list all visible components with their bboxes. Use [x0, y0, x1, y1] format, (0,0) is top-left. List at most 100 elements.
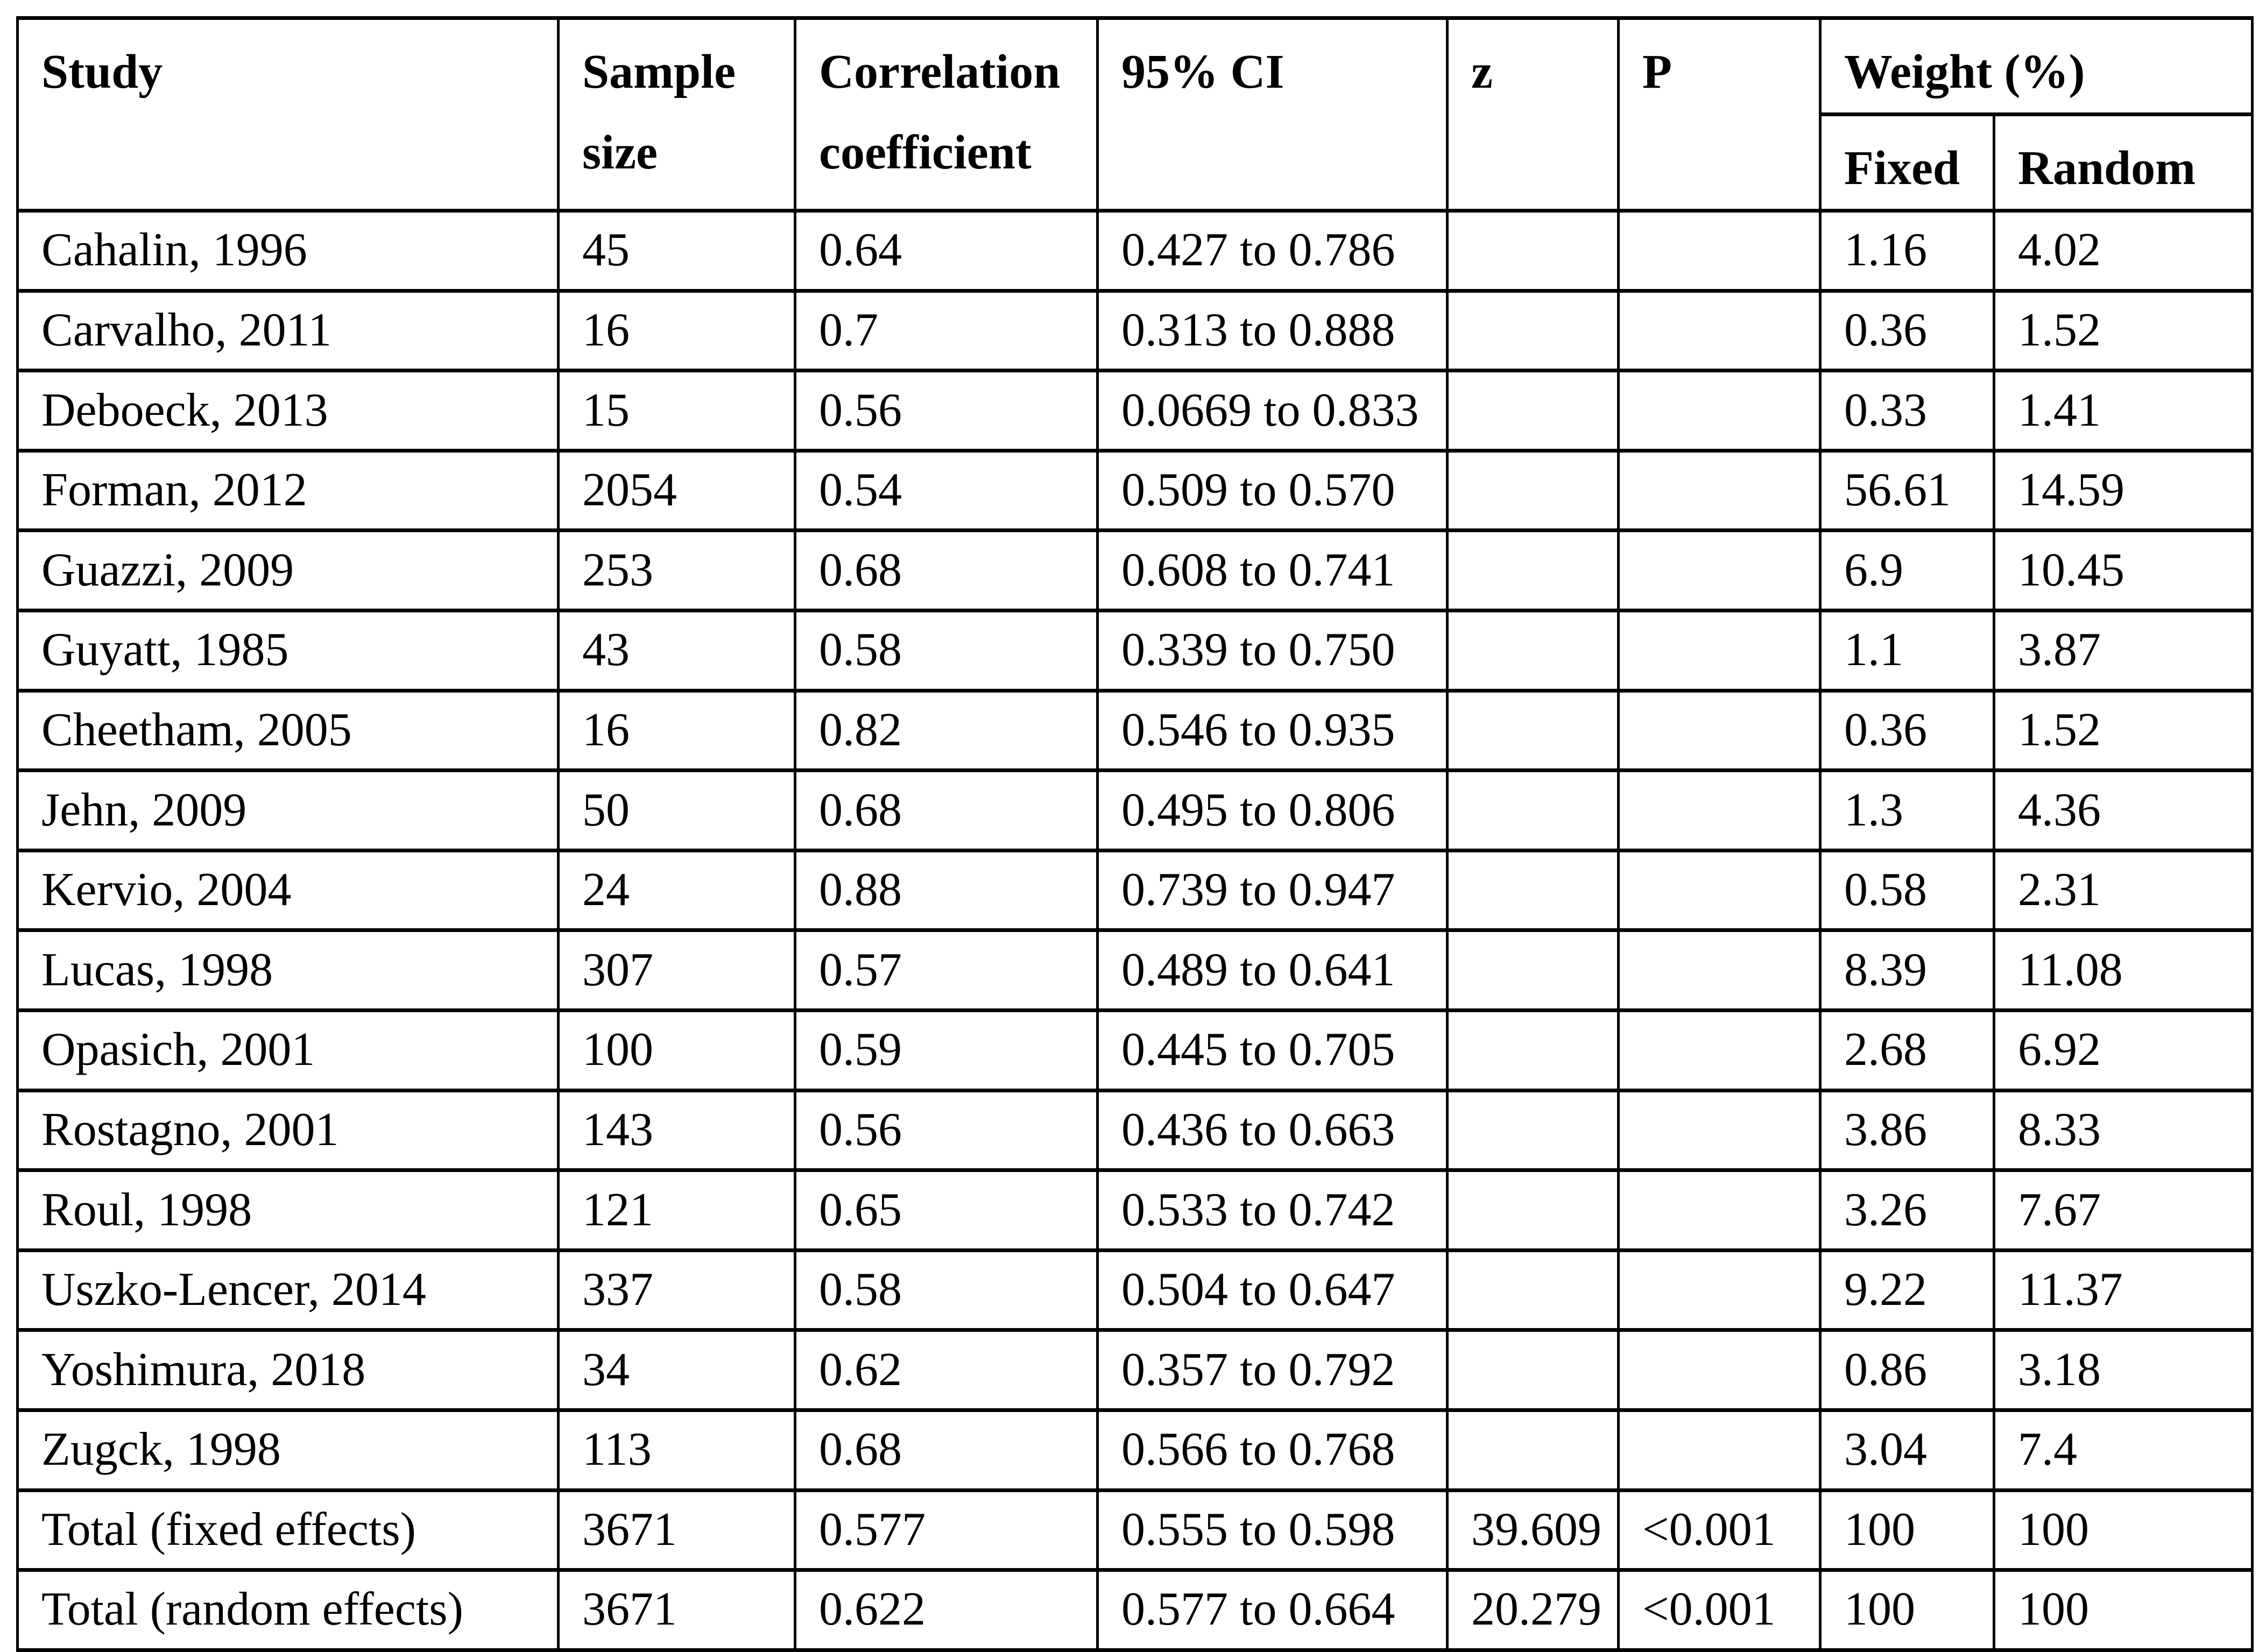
cell-study: Guazzi, 2009 — [16, 528, 560, 612]
cell-ci: 0.739 to 0.947 — [1096, 848, 1449, 933]
cell-correlation-coefficient: 0.68 — [794, 1408, 1099, 1492]
cell-ci: 0.608 to 0.741 — [1096, 528, 1449, 612]
cell-weight-random: 2.31 — [1992, 848, 2254, 933]
cell-ci: 0.436 to 0.663 — [1096, 1088, 1449, 1173]
cell-z — [1446, 369, 1620, 453]
cell-study: Guyatt, 1985 — [16, 608, 560, 693]
cell-z — [1446, 768, 1620, 852]
cell-weight-random: 14.59 — [1992, 448, 2254, 533]
cell-weight-random: 3.87 — [1992, 608, 2254, 693]
cell-ci: 0.357 to 0.792 — [1096, 1328, 1449, 1412]
cell-study: Total (fixed effects) — [16, 1488, 560, 1572]
header-sample-line2: size — [582, 126, 658, 179]
cell-weight-fixed: 100 — [1819, 1488, 1995, 1572]
cell-z: 39.609 — [1446, 1488, 1620, 1572]
cell-weight-fixed: 3.26 — [1819, 1168, 1995, 1252]
table-row: Uszko-Lencer, 2014 337 0.58 0.504 to 0.647 9… — [16, 1248, 2254, 1332]
cell-ci: 0.566 to 0.768 — [1096, 1408, 1449, 1492]
cell-study: Zugck, 1998 — [16, 1408, 560, 1492]
table-row: Yoshimura, 2018 34 0.62 0.357 to 0.792 0.86 3… — [16, 1328, 2254, 1412]
cell-z — [1446, 848, 1620, 933]
header-ci: 95% CI — [1096, 16, 1449, 213]
cell-correlation-coefficient: 0.64 — [794, 209, 1099, 293]
header-row-sub: Fixed Random — [18, 112, 2254, 213]
cell-weight-fixed: 0.36 — [1819, 688, 1995, 773]
header-correlation-line1: Correlation — [819, 45, 1061, 98]
cell-z — [1446, 688, 1620, 773]
header-weight-group: Weight (%) — [1818, 16, 2254, 116]
cell-study: Carvalho, 2011 — [16, 288, 560, 373]
table-row: Carvalho, 2011 16 0.7 0.313 to 0.888 0.36 1.5… — [16, 288, 2254, 373]
table-row: Deboeck, 2013 15 0.56 0.0669 to 0.833 0.33 1.… — [16, 369, 2254, 453]
table-row: Guyatt, 1985 43 0.58 0.339 to 0.750 1.1 3.87 — [16, 608, 2254, 693]
cell-z: 20.279 — [1446, 1568, 1620, 1652]
cell-correlation-coefficient: 0.54 — [794, 448, 1099, 533]
cell-z — [1446, 209, 1620, 293]
cell-z — [1446, 1008, 1620, 1092]
table-row: Lucas, 1998 307 0.57 0.489 to 0.641 8.39 11.0… — [16, 928, 2254, 1012]
cell-p — [1617, 768, 1822, 852]
cell-ci: 0.313 to 0.888 — [1096, 288, 1449, 373]
cell-weight-random: 100 — [1992, 1568, 2254, 1652]
cell-p — [1617, 1168, 1822, 1252]
cell-p — [1617, 848, 1822, 933]
cell-weight-fixed: 0.36 — [1819, 288, 1995, 373]
header-p: P — [1617, 16, 1822, 213]
cell-ci: 0.533 to 0.742 — [1096, 1168, 1449, 1252]
cell-correlation-coefficient: 0.88 — [794, 848, 1099, 933]
header-weight-random-label: Random — [2018, 142, 2196, 195]
cell-ci: 0.0669 to 0.833 — [1096, 369, 1449, 453]
table-row: Opasich, 2001 100 0.59 0.445 to 0.705 2.68 6.… — [16, 1008, 2254, 1092]
header-weight-group-label: Weight (%) — [1844, 45, 2085, 98]
cell-sample-size: 143 — [557, 1088, 796, 1173]
header-row-top: Study Sample size Correlation coefficien… — [16, 16, 2254, 213]
cell-sample-size: 34 — [557, 1328, 796, 1412]
cell-weight-random: 1.41 — [1992, 369, 2254, 453]
cell-p — [1617, 1248, 1822, 1332]
cell-weight-fixed: 1.3 — [1819, 768, 1995, 852]
cell-z — [1446, 1408, 1620, 1492]
cell-p — [1617, 369, 1822, 453]
cell-weight-random: 10.45 — [1992, 528, 2254, 612]
table-row: Forman, 2012 2054 0.54 0.509 to 0.570 56.61 1… — [16, 448, 2254, 533]
cell-z — [1446, 928, 1620, 1012]
cell-sample-size: 100 — [557, 1008, 796, 1092]
header-ci-label: 95% CI — [1121, 45, 1284, 98]
cell-z — [1446, 528, 1620, 612]
cell-ci: 0.577 to 0.664 — [1096, 1568, 1449, 1652]
cell-study: Cahalin, 1996 — [16, 209, 560, 293]
cell-sample-size: 3671 — [557, 1568, 796, 1652]
cell-z — [1446, 1168, 1620, 1252]
cell-weight-fixed: 9.22 — [1819, 1248, 1995, 1332]
cell-weight-random: 7.67 — [1992, 1168, 2254, 1252]
cell-weight-fixed: 1.16 — [1819, 209, 1995, 293]
cell-weight-fixed: 3.86 — [1819, 1088, 1995, 1173]
cell-weight-fixed: 2.68 — [1819, 1008, 1995, 1092]
cell-study: Roul, 1998 — [16, 1168, 560, 1252]
cell-study: Deboeck, 2013 — [16, 369, 560, 453]
cell-study: Total (random effects) — [16, 1568, 560, 1652]
cell-correlation-coefficient: 0.58 — [794, 608, 1099, 693]
cell-sample-size: 113 — [557, 1408, 796, 1492]
cell-correlation-coefficient: 0.82 — [794, 688, 1099, 773]
cell-sample-size: 307 — [557, 928, 796, 1012]
table-row: Cheetham, 2005 16 0.82 0.546 to 0.935 0.36 1.… — [16, 688, 2254, 773]
cell-p: <0.001 — [1617, 1568, 1822, 1652]
table-row: Cahalin, 1996 45 0.64 0.427 to 0.786 1.16 4.0… — [16, 209, 2254, 293]
cell-p — [1617, 688, 1822, 773]
cell-sample-size: 45 — [557, 209, 796, 293]
cell-correlation-coefficient: 0.56 — [794, 1088, 1099, 1173]
cell-ci: 0.489 to 0.641 — [1096, 928, 1449, 1012]
table-row: Jehn, 2009 50 0.68 0.495 to 0.806 1.3 4.36 — [16, 768, 2254, 852]
table-row: Guazzi, 2009 253 0.68 0.608 to 0.741 6.9 10.4… — [16, 528, 2254, 612]
table-row: Total (random effects) 3671 0.622 0.577 to … — [16, 1568, 2254, 1652]
table-header: Study Sample size Correlation coefficien… — [16, 16, 2254, 213]
cell-weight-fixed: 100 — [1819, 1568, 1995, 1652]
cell-weight-random: 1.52 — [1992, 288, 2254, 373]
cell-weight-fixed: 0.58 — [1819, 848, 1995, 933]
header-sample-line1: Sample — [582, 45, 736, 98]
cell-ci: 0.495 to 0.806 — [1096, 768, 1449, 852]
cell-correlation-coefficient: 0.622 — [794, 1568, 1099, 1652]
cell-correlation-coefficient: 0.57 — [794, 928, 1099, 1012]
cell-weight-random: 7.4 — [1992, 1408, 2254, 1492]
